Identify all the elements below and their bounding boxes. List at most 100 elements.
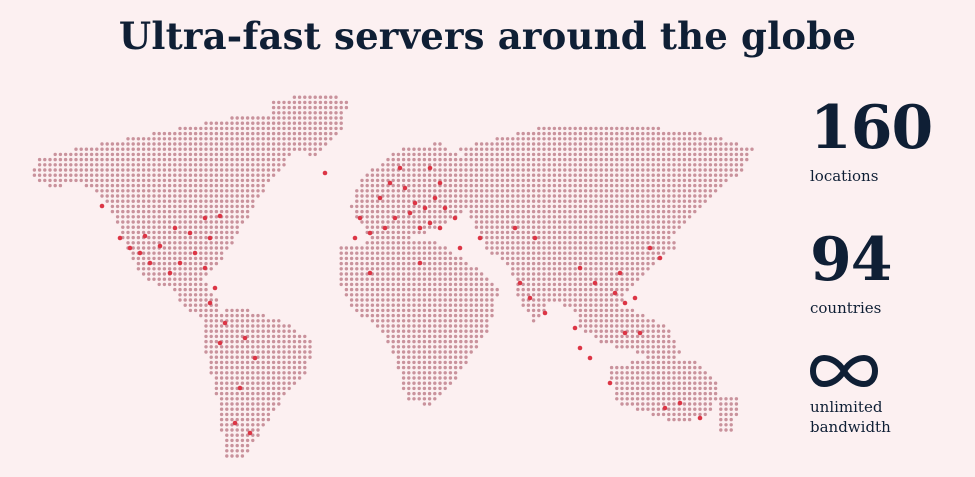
land-dot [204, 147, 208, 151]
land-dot [396, 199, 401, 203]
land-dot [615, 386, 619, 391]
land-dot [126, 168, 130, 172]
land-dot [656, 381, 661, 385]
land-dot [209, 329, 213, 333]
land-dot [391, 293, 395, 297]
land-dot [329, 137, 333, 141]
land-dot [672, 402, 676, 406]
land-dot [719, 152, 723, 157]
land-dot [547, 137, 551, 141]
land-dot [355, 298, 359, 302]
land-dot [266, 381, 271, 385]
land-dot [448, 168, 453, 172]
land-dot [589, 157, 593, 162]
land-dot [381, 308, 385, 313]
land-dot [594, 204, 598, 209]
land-dot [230, 433, 234, 437]
land-dot [204, 126, 208, 131]
land-dot [209, 293, 213, 297]
land-dot [173, 183, 177, 188]
land-dot [469, 189, 473, 193]
land-dot [48, 168, 52, 172]
land-dot [542, 194, 546, 198]
land-dot [459, 313, 463, 318]
land-dot [230, 319, 234, 323]
land-dot [505, 189, 510, 193]
land-dot [651, 391, 655, 396]
land-dot [469, 287, 473, 292]
land-dot [287, 329, 291, 333]
land-dot [656, 209, 661, 214]
land-dot [615, 391, 619, 396]
land-dot [401, 324, 406, 328]
land-dot [433, 298, 437, 302]
server-location-dot [647, 245, 653, 251]
land-dot [407, 267, 411, 271]
land-dot [105, 194, 109, 198]
land-dot [282, 334, 286, 339]
land-dot [63, 157, 68, 162]
land-dot [183, 215, 187, 219]
server-location-dot [422, 205, 428, 211]
land-dot [251, 345, 255, 349]
land-dot [661, 235, 666, 240]
land-dot [469, 329, 473, 333]
land-dot [485, 163, 489, 167]
land-dot [615, 131, 619, 136]
land-dot [427, 209, 432, 214]
land-dot [583, 251, 588, 255]
land-dot [599, 329, 603, 333]
land-dot [443, 261, 447, 266]
land-dot [448, 350, 453, 354]
land-dot [615, 147, 619, 151]
land-dot [173, 173, 177, 177]
land-dot [219, 397, 224, 401]
land-dot [370, 235, 375, 240]
land-dot [635, 345, 640, 349]
land-dot [651, 183, 655, 188]
land-dot [505, 152, 510, 157]
land-dot [563, 241, 567, 245]
land-dot [578, 183, 583, 188]
land-dot [537, 178, 541, 183]
land-dot [105, 183, 109, 188]
land-dot [656, 178, 661, 183]
land-dot [240, 376, 245, 380]
land-dot [173, 282, 177, 287]
land-dot [277, 329, 281, 333]
land-dot [661, 147, 666, 151]
land-dot [682, 209, 687, 214]
land-dot [667, 168, 671, 172]
land-dot [313, 95, 317, 99]
land-dot [448, 376, 453, 380]
land-dot [173, 272, 177, 276]
land-dot [568, 246, 572, 250]
land-dot [563, 272, 567, 276]
land-dot [708, 147, 713, 151]
land-dot [563, 163, 567, 167]
land-dot [261, 168, 265, 172]
land-dot [360, 199, 364, 203]
land-dot [469, 277, 473, 281]
land-dot [719, 428, 723, 432]
land-dot [703, 386, 707, 391]
land-dot [188, 251, 193, 255]
land-dot [552, 272, 557, 276]
land-dot [667, 407, 671, 411]
land-dot [245, 215, 250, 219]
land-dot [672, 360, 676, 365]
land-dot [547, 267, 551, 271]
land-dot [557, 168, 562, 172]
land-dot [204, 251, 208, 255]
land-dot [563, 235, 567, 240]
land-dot [516, 277, 520, 281]
land-dot [219, 360, 224, 365]
land-dot [271, 386, 276, 391]
land-dot [615, 178, 619, 183]
land-dot [110, 199, 115, 203]
land-dot [630, 152, 635, 157]
land-dot [443, 220, 447, 224]
land-dot [490, 313, 494, 318]
land-dot [568, 241, 572, 245]
land-dot [693, 173, 697, 177]
